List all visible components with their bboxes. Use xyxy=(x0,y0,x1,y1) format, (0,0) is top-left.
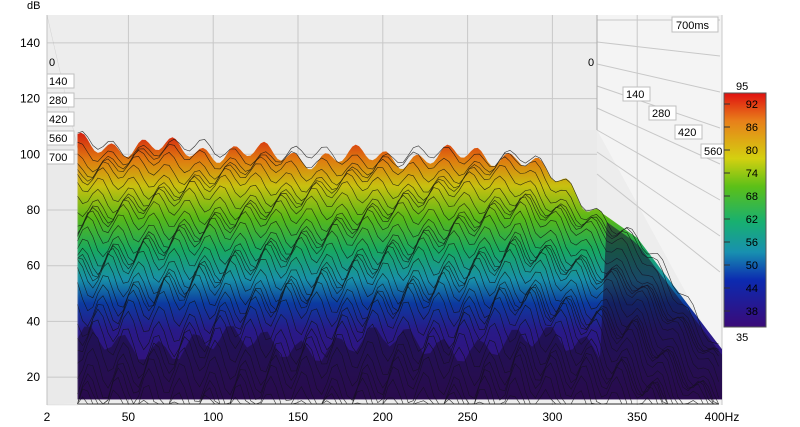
time-tick-right: 420 xyxy=(674,124,703,140)
y-unit-label: dB xyxy=(27,0,40,12)
x-tick-label: 350 xyxy=(627,410,647,424)
x-tick-label: 300 xyxy=(542,410,562,424)
y-tick-label: 100 xyxy=(20,147,40,161)
time-tick-left: 0 xyxy=(49,57,55,69)
time-tick-left: 560 xyxy=(46,130,75,146)
time-tick-left: 140 xyxy=(46,73,75,89)
colorbar-tick-label: 86 xyxy=(746,122,758,134)
time-tick-label: 420 xyxy=(49,114,67,126)
time-tick-right: 140 xyxy=(622,86,651,102)
time-tick-label: 280 xyxy=(652,108,670,120)
colorbar-tick-label: 56 xyxy=(746,237,758,249)
colorbar-ticks: 92 86 80 74 68 62 56 50 44 38 xyxy=(724,99,758,318)
y-tick-label: 60 xyxy=(27,259,41,273)
time-tick-label: 0 xyxy=(49,57,55,69)
colorbar-tick-label: 50 xyxy=(746,260,758,272)
x-axis-ticks: 2 50 100 150 200 250 300 350 400Hz xyxy=(44,410,740,424)
time-tick-label: 140 xyxy=(49,76,67,88)
time-axis-label: 700ms xyxy=(676,20,710,32)
time-tick-label: 280 xyxy=(49,95,67,107)
time-tick-label: 420 xyxy=(678,127,696,139)
waterfall-surface xyxy=(77,131,722,405)
colorbar-tick-label: 38 xyxy=(746,306,758,318)
time-tick-label: 560 xyxy=(704,146,722,158)
colorbar-tick-label: 80 xyxy=(746,145,758,157)
time-tick-left: 420 xyxy=(46,111,75,127)
y-tick-label: 80 xyxy=(27,203,41,217)
colorbar-tick-label: 92 xyxy=(746,99,758,111)
colorbar-tick-label: 74 xyxy=(746,168,758,180)
x-tick-label: 250 xyxy=(458,410,478,424)
colorbar-tick-label: 68 xyxy=(746,191,758,203)
colorbar-tick-label: 44 xyxy=(746,283,758,295)
time-tick-right: 280 xyxy=(648,105,677,121)
colorbar-min: 35 xyxy=(736,332,748,344)
x-tick-label: 150 xyxy=(288,410,308,424)
y-tick-label: 120 xyxy=(20,92,40,106)
time-tick-left: 700 xyxy=(46,149,75,165)
colorbar-max: 95 xyxy=(736,81,748,93)
y-tick-label: 140 xyxy=(20,36,40,50)
time-tick-right: 0 xyxy=(588,57,594,69)
x-tick-label: 2 xyxy=(44,410,51,424)
time-tick-label: 700 xyxy=(49,152,67,164)
x-tick-label: 50 xyxy=(122,410,136,424)
x-tick-label: 200 xyxy=(373,410,393,424)
colorbar: 95 35 92 86 80 74 68 62 56 50 44 38 xyxy=(723,81,767,344)
time-tick-left: 280 xyxy=(46,92,75,108)
time-tick-label: 0 xyxy=(588,57,594,69)
y-tick-label: 40 xyxy=(27,314,41,328)
time-axis-label-box: 700ms xyxy=(671,16,719,33)
time-ticks-left: 0 140 280 420 560 700 xyxy=(46,57,75,165)
x-tick-label: 100 xyxy=(203,410,223,424)
colorbar-tick-label: 62 xyxy=(746,214,758,226)
time-tick-label: 140 xyxy=(626,89,644,101)
time-tick-label: 560 xyxy=(49,133,67,145)
time-tick-right: 560 xyxy=(700,143,729,159)
x-tick-label: 400Hz xyxy=(705,410,740,424)
y-axis-ticks: 140 120 100 80 60 40 20 xyxy=(20,36,40,384)
y-tick-label: 20 xyxy=(27,370,41,384)
